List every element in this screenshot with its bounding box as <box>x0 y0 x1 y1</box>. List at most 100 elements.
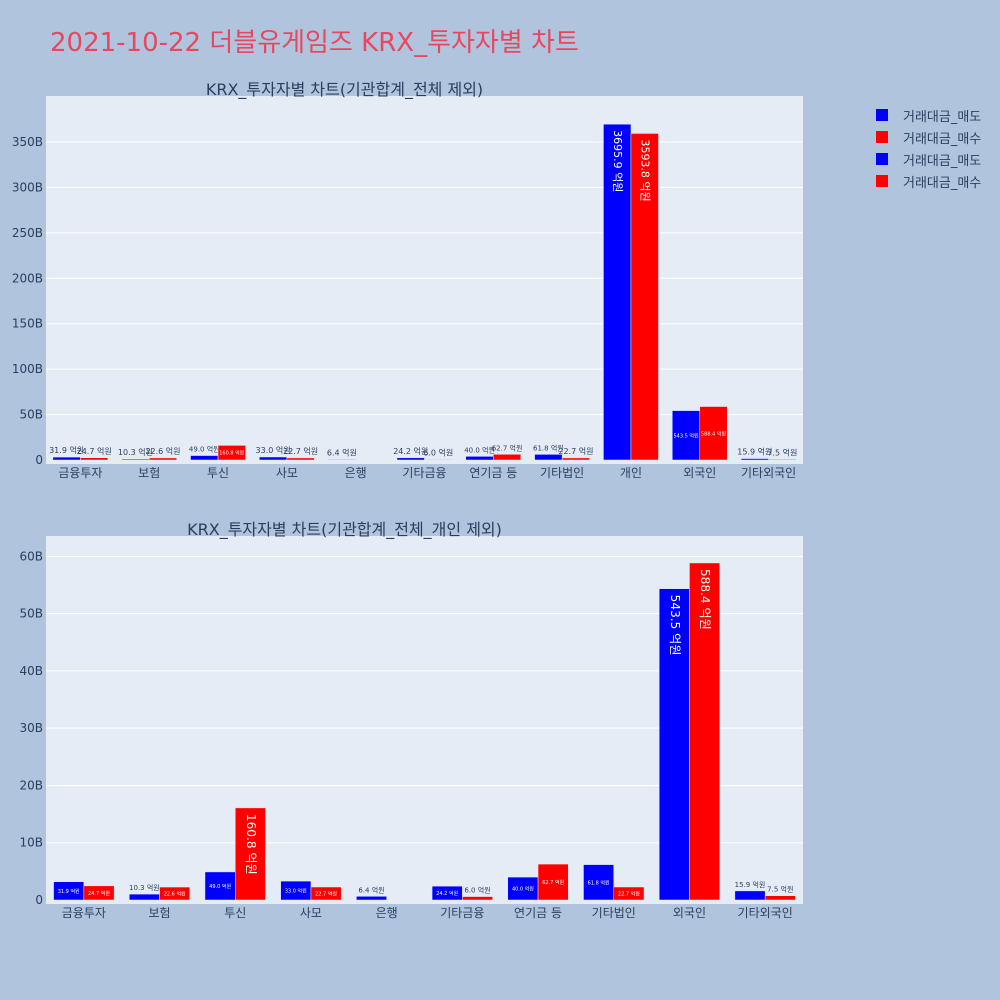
legend-item-buy[interactable]: 거래대금_매수 <box>876 126 996 148</box>
legend-label: 거래대금_매수 <box>903 175 982 191</box>
x-tick-label: 투신 <box>207 466 229 480</box>
data-label: 10.3 억원 <box>129 883 160 892</box>
bar <box>259 456 288 461</box>
data-label: 62.7 억원 <box>542 879 564 886</box>
data-label: 22.6 억원 <box>164 891 186 898</box>
data-label: 22.7 억원 <box>315 890 337 897</box>
bar <box>396 457 425 461</box>
data-label: 61.8 억원 <box>533 443 564 452</box>
x-tick-label: 외국인 <box>673 906 706 920</box>
y-tick-label: 50B <box>19 408 43 422</box>
y-tick-label: 300B <box>12 180 43 194</box>
x-tick-label: 기타법인 <box>592 906 636 920</box>
y-tick-label: 250B <box>12 226 43 240</box>
x-tick-label: 기타금융 <box>440 906 484 920</box>
x-tick-label: 기타금융 <box>402 466 446 480</box>
bar <box>671 410 701 461</box>
y-tick-label: 100B <box>12 362 43 376</box>
legend-label: 거래대금_매도 <box>903 153 982 169</box>
y-tick-label: 0 <box>35 453 43 467</box>
bar <box>159 886 191 901</box>
page-title: 2021-10-22 더블유게임즈 KRX_투자자별 차트 <box>50 28 579 58</box>
bar <box>689 562 720 901</box>
y-tick-label: 150B <box>12 317 43 331</box>
bar <box>603 123 632 461</box>
data-label: 24.7 억원 <box>88 890 110 897</box>
bar <box>493 454 522 461</box>
chart-title: KRX_투자자별 차트(기관합계_전체 제외) <box>206 80 483 100</box>
y-tick-label: 10B <box>19 836 43 850</box>
bar <box>764 895 796 901</box>
bar <box>561 457 590 461</box>
legend-swatch <box>876 175 888 187</box>
bar <box>462 896 493 901</box>
bar <box>431 885 463 901</box>
bar <box>52 456 81 461</box>
bar <box>630 133 659 461</box>
x-tick-label: 투신 <box>224 906 246 920</box>
data-label: 22.6 억원 <box>145 446 180 456</box>
bar <box>204 871 236 901</box>
bar <box>699 406 728 461</box>
data-label: 49.0 억원 <box>189 445 220 454</box>
legend-swatch <box>876 153 888 165</box>
data-label: 62.7 억원 <box>492 443 523 452</box>
data-label: 6.0 억원 <box>423 447 453 457</box>
x-tick-label: 연기금 등 <box>514 906 562 920</box>
x-tick-label: 연기금 등 <box>469 466 517 480</box>
bar <box>613 886 645 901</box>
data-label: 15.9 억원 <box>735 880 766 889</box>
legend-item-sell[interactable]: 거래대금_매도 <box>876 104 996 126</box>
data-label: 160.8 억원 <box>244 814 258 875</box>
data-label: 31.9 억원 <box>58 888 80 895</box>
data-label: 7.5 억원 <box>767 447 797 457</box>
data-label: 61.8 억원 <box>588 879 610 886</box>
data-label: 588.4 억원 <box>698 569 712 630</box>
x-tick-label: 은행 <box>345 465 367 480</box>
bar <box>148 457 178 461</box>
data-label: 15.9 억원 <box>737 447 772 457</box>
y-tick-label: 200B <box>12 271 43 285</box>
data-label: 588.4 억원 <box>701 430 727 437</box>
x-tick-label: 사모 <box>276 466 298 480</box>
x-tick-label: 금융투자 <box>62 906 106 920</box>
x-tick-label: 기타외국인 <box>738 906 793 920</box>
data-label: 7.5 억원 <box>767 885 793 894</box>
y-tick-label: 0 <box>35 893 43 907</box>
bar <box>235 807 266 901</box>
data-label: 24.2 억원 <box>436 890 458 897</box>
bar <box>356 896 387 901</box>
legend-item-sell[interactable]: 거래대금_매도 <box>876 148 996 170</box>
data-label: 22.7 억원 <box>283 446 318 456</box>
data-label: 33.0 억원 <box>256 445 291 455</box>
data-label: 49.0 억원 <box>209 883 231 890</box>
y-tick-label: 50B <box>19 607 43 621</box>
legend-item-buy[interactable]: 거래대금_매수 <box>876 170 996 192</box>
data-label: 40.0 억원 <box>512 886 534 893</box>
legend[interactable]: 거래대금_매도 거래대금_매수 거래대금_매도 거래대금_매수 <box>876 104 996 192</box>
x-tick-label: 보험 <box>138 466 160 480</box>
x-tick-label: 보험 <box>149 906 171 920</box>
data-label: 543.5 억원 <box>673 432 699 439</box>
data-label: 31.9 억원 <box>49 445 84 455</box>
y-tick-label: 60B <box>19 549 43 563</box>
data-label: 22.7 억원 <box>558 446 593 456</box>
plot-background <box>46 96 803 464</box>
data-label: 10.3 억원 <box>118 447 153 457</box>
bar <box>217 445 246 461</box>
chart-title: KRX_투자자별 차트(기관합계_전체_개인 제외) <box>187 520 502 540</box>
chart-investor-trading-value-excl-individual: 0 10B 20B 30B 40B 50B 60B KRX_투자자별 차트(기관합계_전체_개… <box>19 520 803 920</box>
bar <box>190 455 219 461</box>
legend-label: 거래대금_매도 <box>903 109 982 125</box>
y-tick-label: 30B <box>19 721 43 735</box>
bar <box>740 458 769 461</box>
data-label: 3695.9 억원 <box>611 130 624 192</box>
bar <box>83 885 115 901</box>
bar <box>286 457 315 461</box>
data-label: 6.4 억원 <box>358 885 384 894</box>
bar <box>80 457 109 461</box>
x-tick-label: 사모 <box>300 906 322 920</box>
data-label: 24.2 억원 <box>393 446 428 456</box>
legend-swatch <box>876 109 888 121</box>
bar <box>768 459 797 461</box>
